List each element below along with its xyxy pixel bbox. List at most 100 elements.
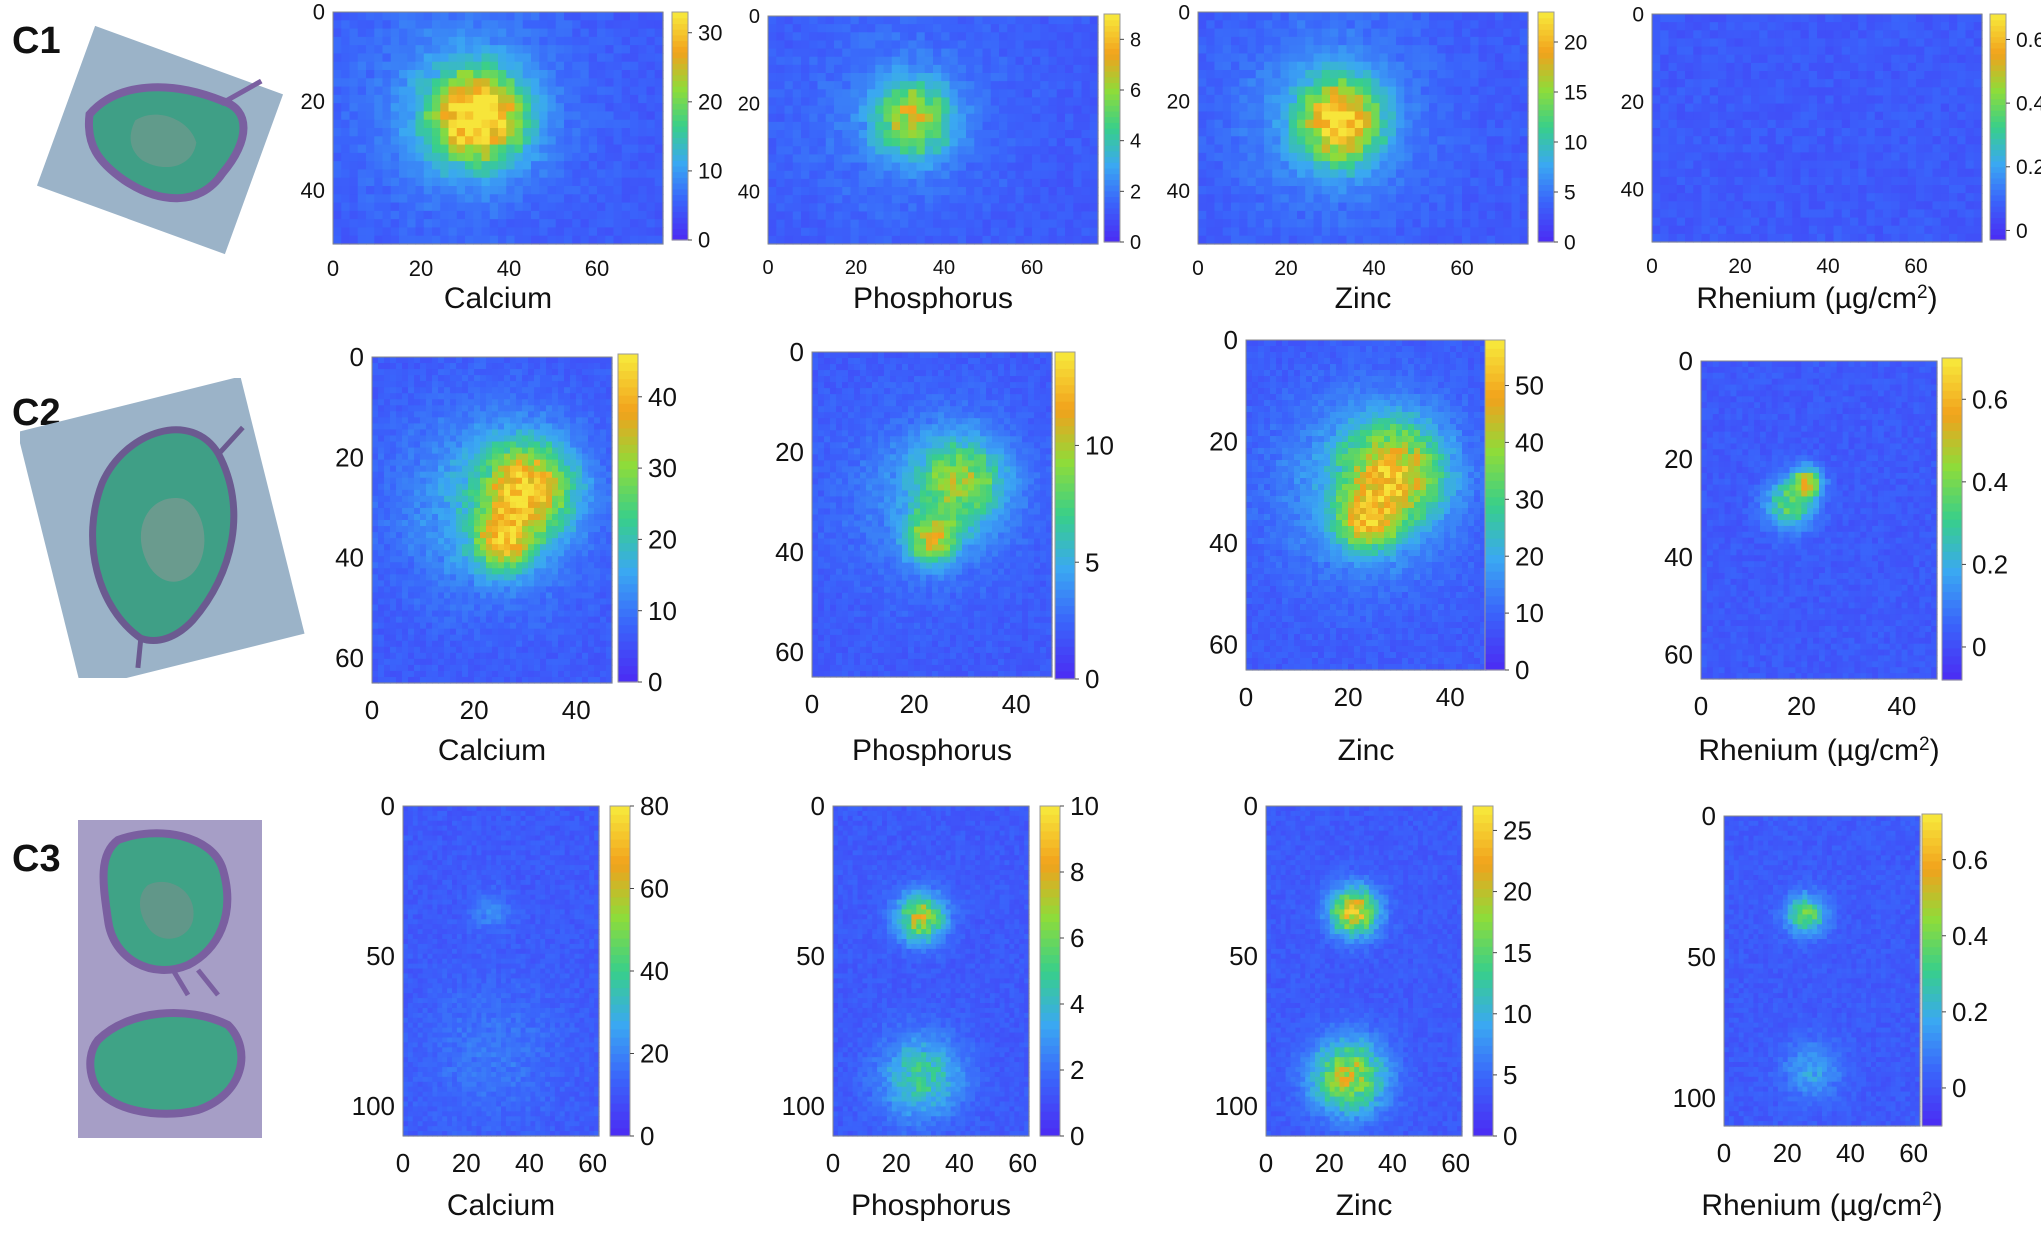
x-tick-label: 40 bbox=[1816, 255, 1839, 278]
y-tick-label: 40 bbox=[1621, 179, 1644, 202]
x-tick-label: 40 bbox=[562, 695, 591, 725]
colorbar-tick-label: 20 bbox=[648, 524, 677, 554]
y-tick-label: 100 bbox=[352, 1091, 395, 1121]
heatmap-0-0: 0 20 40 60 0 20 40 0 10 20 30 Calcium bbox=[301, 0, 723, 315]
x-tick-label: 20 bbox=[845, 257, 867, 279]
x-tick-label: 40 bbox=[1378, 1148, 1407, 1178]
colorbar-tick-label: 20 bbox=[640, 1039, 669, 1069]
y-tick-label: 40 bbox=[775, 537, 804, 567]
x-tick-label: 0 bbox=[1694, 691, 1708, 721]
y-tick-label: 0 bbox=[1632, 3, 1644, 26]
panel-caption: Rhenium (µg/cm2) bbox=[1698, 734, 1939, 768]
colorbar-tick-label: 20 bbox=[698, 90, 722, 115]
colorbar-tick-label: 5 bbox=[1564, 181, 1576, 204]
x-tick-label: 20 bbox=[1787, 691, 1816, 721]
x-tick-label: 20 bbox=[1274, 257, 1297, 280]
colorbar-tick-label: 20 bbox=[1564, 31, 1587, 54]
x-tick-label: 60 bbox=[1441, 1148, 1470, 1178]
cell-micrograph-c2 bbox=[20, 378, 305, 678]
y-tick-label: 50 bbox=[796, 941, 825, 971]
x-tick-label: 0 bbox=[826, 1148, 840, 1178]
panel-caption: Zinc bbox=[1335, 282, 1392, 315]
panel-caption: Calcium bbox=[438, 734, 546, 767]
colorbar-tick-label: 20 bbox=[1515, 541, 1544, 571]
colorbar-tick-label: 0.2 bbox=[1972, 550, 2008, 580]
x-tick-label: 0 bbox=[1717, 1138, 1731, 1168]
y-tick-label: 20 bbox=[301, 89, 325, 114]
x-tick-label: 60 bbox=[1904, 255, 1927, 278]
colorbar-tick-label: 6 bbox=[1070, 923, 1084, 953]
y-tick-label: 0 bbox=[313, 0, 325, 25]
heatmap-0-3: 0 20 40 60 0 20 40 0 0.2 0.4 0.6 Rhenium (µg/cm2) bbox=[1621, 3, 2041, 315]
y-tick-label: 0 bbox=[1178, 1, 1190, 24]
colorbar-tick-label: 10 bbox=[1515, 598, 1544, 628]
colorbar-tick-label: 0 bbox=[1070, 1121, 1084, 1151]
colorbar-tick-label: 10 bbox=[1503, 999, 1532, 1029]
y-tick-label: 40 bbox=[738, 181, 760, 203]
y-tick-label: 0 bbox=[1679, 346, 1693, 376]
y-tick-label: 20 bbox=[775, 437, 804, 467]
x-tick-label: 0 bbox=[762, 257, 773, 279]
x-tick-label: 20 bbox=[452, 1148, 481, 1178]
row-label-c1: C1 bbox=[12, 20, 61, 63]
x-tick-label: 60 bbox=[1008, 1148, 1037, 1178]
panel-caption: Zinc bbox=[1336, 1189, 1393, 1222]
y-tick-label: 40 bbox=[1664, 542, 1693, 572]
x-tick-label: 40 bbox=[933, 257, 955, 279]
colorbar-tick-label: 20 bbox=[1503, 877, 1532, 907]
colorbar-tick-label: 0 bbox=[2016, 220, 2028, 243]
colorbar-tick-label: 0 bbox=[698, 228, 710, 253]
y-tick-label: 50 bbox=[1687, 942, 1716, 972]
y-tick-label: 60 bbox=[335, 643, 364, 673]
y-tick-label: 50 bbox=[366, 941, 395, 971]
colorbar-tick-label: 50 bbox=[1515, 371, 1544, 401]
x-tick-label: 0 bbox=[805, 689, 819, 719]
y-tick-label: 0 bbox=[790, 337, 804, 367]
y-tick-label: 100 bbox=[1673, 1083, 1716, 1113]
panel-caption: Phosphorus bbox=[852, 734, 1012, 767]
panel-caption: Zinc bbox=[1338, 734, 1395, 767]
colorbar-tick-label: 8 bbox=[1070, 857, 1084, 887]
y-tick-label: 0 bbox=[1224, 325, 1238, 355]
x-tick-label: 0 bbox=[1239, 682, 1253, 712]
y-tick-label: 20 bbox=[738, 94, 760, 116]
panel-caption: Phosphorus bbox=[853, 282, 1013, 315]
colorbar-tick-label: 40 bbox=[640, 956, 669, 986]
colorbar-tick-label: 0 bbox=[1952, 1073, 1966, 1103]
colorbar-tick-label: 10 bbox=[698, 159, 722, 184]
colorbar-tick-label: 0.2 bbox=[1952, 997, 1988, 1027]
colorbar-tick-label: 15 bbox=[1564, 81, 1587, 104]
colorbar-tick-label: 0 bbox=[640, 1121, 654, 1151]
colorbar-tick-label: 10 bbox=[648, 596, 677, 626]
colorbar-tick-label: 0.6 bbox=[1952, 845, 1988, 875]
colorbar-tick-label: 4 bbox=[1130, 131, 1141, 153]
colorbar-tick-label: 0.2 bbox=[2016, 156, 2041, 179]
x-tick-label: 20 bbox=[409, 256, 433, 281]
x-tick-label: 60 bbox=[1450, 257, 1473, 280]
colorbar-tick-label: 5 bbox=[1085, 547, 1099, 577]
colorbar-tick-label: 0.4 bbox=[1952, 921, 1988, 951]
colorbar-tick-label: 0 bbox=[1503, 1121, 1517, 1151]
x-tick-label: 40 bbox=[515, 1148, 544, 1178]
colorbar-tick-label: 0.4 bbox=[2016, 92, 2041, 115]
y-tick-label: 40 bbox=[335, 543, 364, 573]
y-tick-label: 60 bbox=[1209, 630, 1238, 660]
heatmap-0-2: 0 20 40 60 0 20 40 0 5 10 15 20 Zinc bbox=[1167, 1, 1588, 315]
y-tick-label: 0 bbox=[1702, 801, 1716, 831]
y-tick-label: 40 bbox=[1209, 528, 1238, 558]
x-tick-label: 40 bbox=[1836, 1138, 1865, 1168]
colorbar-tick-label: 8 bbox=[1130, 29, 1141, 51]
y-tick-label: 0 bbox=[749, 6, 760, 28]
x-tick-label: 20 bbox=[1728, 255, 1751, 278]
colorbar-tick-label: 10 bbox=[1085, 431, 1114, 461]
colorbar-tick-label: 30 bbox=[648, 453, 677, 483]
y-tick-label: 60 bbox=[1664, 640, 1693, 670]
panel-caption: Rhenium (µg/cm2) bbox=[1696, 282, 1937, 316]
colorbar-tick-label: 4 bbox=[1070, 989, 1084, 1019]
x-tick-label: 0 bbox=[1192, 257, 1204, 280]
colorbar-tick-label: 40 bbox=[648, 382, 677, 412]
